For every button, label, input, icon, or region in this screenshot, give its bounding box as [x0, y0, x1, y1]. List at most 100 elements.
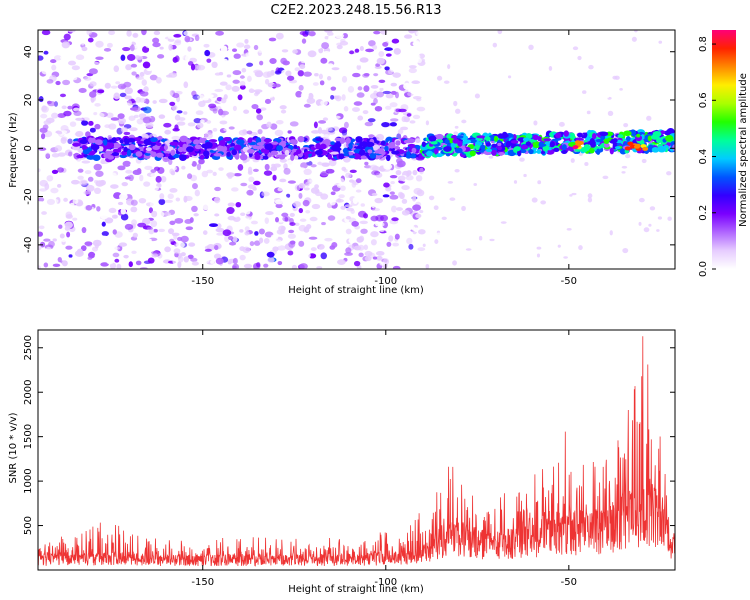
heatmap-cell — [406, 151, 411, 156]
heatmap-cell — [126, 39, 132, 47]
heatmap-cell — [533, 240, 538, 243]
heatmap-cell — [600, 127, 605, 132]
heatmap-cell — [208, 103, 217, 109]
heatmap-cell — [572, 46, 579, 51]
heatmap-cell — [528, 148, 534, 155]
heatmap-cell — [324, 30, 333, 33]
heatmap-cell — [128, 174, 134, 182]
heatmap-cell — [319, 143, 327, 150]
heatmap-cell — [168, 43, 173, 51]
heatmap-cell — [177, 261, 182, 269]
heatmap-cell — [93, 112, 98, 116]
heatmap-cell — [410, 153, 417, 159]
heatmap-cell — [244, 226, 250, 232]
heatmap-cell — [317, 243, 325, 250]
colorbar-tick-label: 0.6 — [698, 92, 709, 108]
heatmap-cell — [609, 205, 614, 208]
heatmap-cell — [126, 30, 132, 37]
heatmap-cell — [255, 137, 262, 144]
heatmap-cell — [435, 133, 444, 140]
heatmap-cell — [110, 117, 120, 121]
heatmap-cell — [117, 113, 125, 120]
heatmap-cell — [125, 64, 132, 71]
heatmap-cell — [253, 168, 259, 172]
heatmap-cell — [379, 87, 384, 91]
heatmap-cell — [38, 225, 45, 230]
heatmap-cell — [39, 188, 47, 192]
heatmap-cell — [348, 238, 354, 244]
heatmap-cell — [226, 151, 232, 157]
heatmap-cell — [505, 140, 512, 148]
heatmap-xtick-label: -150 — [191, 276, 214, 287]
heatmap-cell — [202, 107, 210, 112]
heatmap-cell — [41, 105, 48, 112]
heatmap-cell — [497, 146, 503, 151]
heatmap-cell — [349, 169, 357, 174]
heatmap-cell — [196, 226, 203, 233]
heatmap-cell — [95, 56, 104, 60]
heatmap-cell — [391, 38, 400, 44]
heatmap-cell — [462, 139, 472, 144]
heatmap-cell — [345, 216, 352, 220]
heatmap-cell — [171, 135, 181, 141]
heatmap-cell — [196, 122, 204, 129]
colorbar-tick-label: 0.0 — [698, 261, 709, 277]
heatmap-cell — [482, 160, 488, 166]
heatmap-cell — [255, 91, 260, 95]
heatmap-cell — [196, 64, 206, 71]
heatmap-cell — [491, 143, 497, 148]
heatmap-cell — [320, 193, 329, 200]
heatmap-cell — [225, 84, 232, 91]
heatmap-cell — [40, 133, 46, 140]
heatmap-cell — [214, 72, 221, 76]
heatmap-cell — [341, 75, 348, 83]
heatmap-cell — [434, 148, 439, 155]
heatmap-cell — [401, 198, 408, 204]
heatmap-cell — [519, 157, 525, 162]
heatmap-cell — [331, 251, 340, 256]
heatmap-cell — [365, 141, 375, 147]
heatmap-cell — [246, 130, 253, 135]
heatmap-cell — [119, 92, 127, 98]
snr-xtick-label: -50 — [561, 577, 577, 588]
heatmap-cell — [152, 100, 157, 104]
heatmap-cell — [315, 142, 321, 150]
heatmap-cell — [262, 117, 269, 122]
heatmap-cell — [72, 217, 78, 221]
heatmap-cell — [68, 254, 73, 258]
heatmap-cell — [352, 153, 361, 160]
heatmap-cell — [245, 52, 252, 58]
heatmap-cell — [266, 71, 273, 78]
heatmap-cell — [41, 68, 50, 75]
heatmap-cell — [303, 214, 312, 219]
heatmap-cell — [223, 137, 232, 142]
heatmap-cell — [264, 163, 270, 171]
heatmap-cell — [345, 172, 352, 179]
heatmap-cell — [306, 85, 313, 89]
heatmap-cell — [274, 199, 284, 205]
heatmap-cell — [300, 234, 309, 240]
heatmap-cell — [372, 179, 380, 187]
heatmap-cell — [283, 167, 291, 175]
heatmap-cell — [498, 232, 503, 236]
heatmap-cell — [113, 178, 119, 183]
heatmap-cell — [454, 169, 460, 173]
heatmap-cell — [335, 33, 345, 39]
heatmap-cell — [253, 44, 259, 51]
heatmap-cell — [443, 80, 450, 84]
heatmap-cell — [115, 148, 122, 153]
heatmap-cell — [183, 81, 189, 89]
heatmap-cell — [329, 245, 336, 250]
heatmap-cell — [45, 246, 52, 253]
heatmap-cell — [373, 73, 379, 77]
heatmap-cell — [287, 180, 296, 184]
heatmap-cell — [171, 104, 178, 111]
heatmap-cell — [563, 256, 568, 259]
heatmap-cell — [263, 170, 273, 176]
heatmap-cell — [206, 169, 214, 174]
heatmap-cell — [143, 181, 151, 187]
heatmap-cell — [120, 40, 126, 47]
heatmap-cell — [203, 43, 210, 48]
heatmap-cell — [107, 42, 113, 48]
heatmap-cell — [130, 206, 138, 213]
